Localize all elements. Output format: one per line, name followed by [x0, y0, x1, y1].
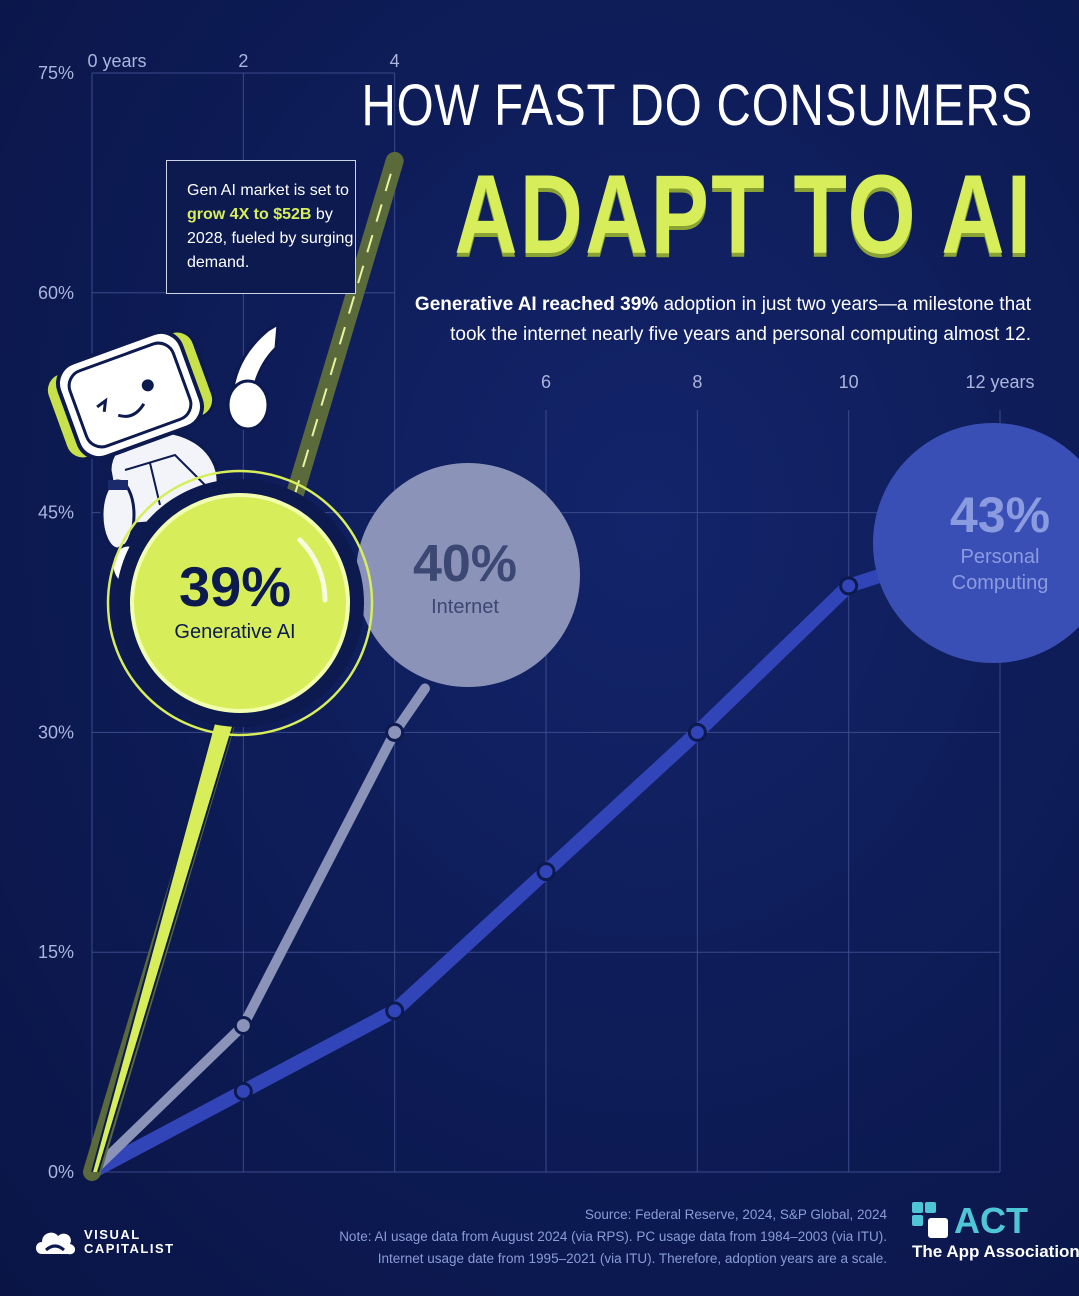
act-subtitle: The App Association: [912, 1242, 1079, 1261]
internet-data-point: [385, 722, 405, 742]
act-squares-icon: [912, 1202, 948, 1238]
footer-source: Source: Federal Reserve, 2024, S&P Globa…: [584, 1207, 887, 1222]
visual-capitalist-logo: VISUAL CAPITALIST: [34, 1226, 175, 1258]
x-tick-label-mid: 12 years: [965, 372, 1034, 392]
genai-bubble-label: 39% Generative AI: [150, 555, 320, 645]
pc-data-point: [687, 722, 707, 742]
pc-value: 43%: [949, 487, 1051, 543]
vc-cloud-icon: [36, 1232, 76, 1255]
pc-bubble: [873, 423, 1079, 663]
footer-note-2: Internet usage date from 1995–2021 (via …: [377, 1251, 887, 1266]
subtitle: Generative AI reached 39% adoption in ju…: [391, 290, 1031, 350]
genai-bubble-shine: [297, 537, 328, 603]
pc-data-point: [385, 1001, 405, 1021]
y-tick-label: 15%: [38, 942, 74, 962]
internet-series-line: [87, 683, 430, 1177]
internet-value: 40%: [412, 535, 518, 593]
x-tick-label-mid: 10: [839, 372, 859, 392]
x-tick-label-mid: 6: [541, 372, 551, 392]
x-tick-label-top: 0 years: [87, 51, 146, 71]
vc-line-1: VISUAL: [84, 1227, 141, 1242]
subtitle-rest: adoption in just two years—a milestone t…: [450, 294, 1031, 345]
title-line-1: HOW FAST DO CONSUMERS: [361, 73, 1033, 138]
footer-note-1: Note: AI usage data from August 2024 (vi…: [339, 1229, 887, 1244]
pc-bubble-label: 43% Personal Computing: [925, 486, 1075, 596]
genai-name: Generative AI: [174, 621, 296, 643]
x-tick-label-top: 4: [390, 51, 400, 71]
title-line-2: ADAPT TO AI: [453, 152, 1033, 277]
subtitle-bold: Generative AI reached 39%: [414, 294, 659, 315]
y-tick-label: 30%: [38, 722, 74, 742]
x-tick-label-top: 2: [238, 51, 248, 71]
footer-notes: Source: Federal Reserve, 2024, S&P Globa…: [327, 1204, 887, 1270]
y-tick-label: 0%: [48, 1162, 74, 1182]
genai-bubble: [130, 493, 350, 713]
genai-bubble-ring-outer: [106, 469, 374, 737]
callout-pre: Gen AI market is set to: [187, 182, 349, 199]
callout-highlight: grow 4X to $52B: [187, 206, 312, 223]
x-tick-label-mid: 8: [692, 372, 702, 392]
pc-data-point: [839, 576, 859, 596]
internet-bubble-label: 40% Internet: [380, 534, 550, 620]
act-word: ACT: [954, 1200, 1028, 1241]
chart-bubbles: [106, 423, 1079, 737]
market-callout: Gen AI market is set to grow 4X to $52B …: [166, 160, 356, 294]
vc-line-2: CAPITALIST: [84, 1241, 175, 1256]
pc-data-point: [536, 862, 556, 882]
y-tick-label: 75%: [38, 63, 74, 83]
y-tick-label: 45%: [38, 503, 74, 523]
chart-axes: 0% 15% 30% 45% 60% 75% 0 years 2 4 6 8 10 12 years: [38, 51, 1035, 1182]
internet-bubble: [356, 463, 580, 687]
internet-data-point: [233, 1015, 253, 1035]
callout-post: by 2028, fueled by surging demand.: [187, 206, 354, 271]
genai-value: 39%: [178, 555, 292, 618]
pc-name: Personal Computing: [951, 546, 1049, 594]
y-tick-label: 60%: [38, 283, 74, 303]
pc-data-point: [233, 1081, 253, 1101]
internet-name: Internet: [431, 596, 499, 618]
